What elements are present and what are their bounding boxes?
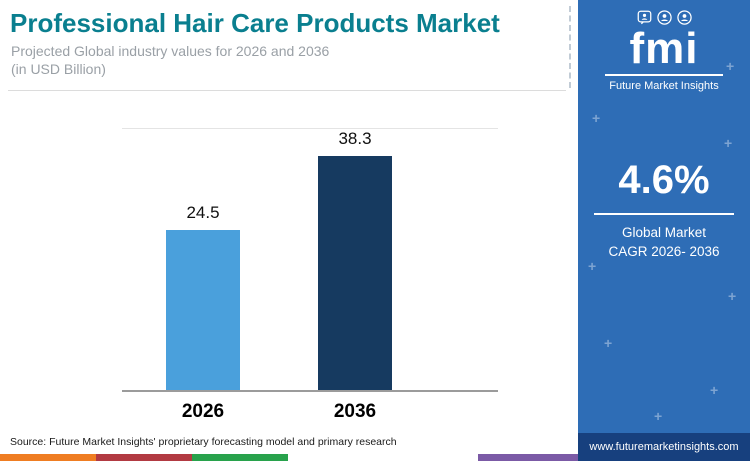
bar-value-label-2036: 38.3 <box>338 129 372 148</box>
logo-underline <box>605 74 723 76</box>
person-circle-icon-2 <box>676 10 692 25</box>
bar-chart: 24.5 38.3 <box>122 128 498 392</box>
fmi-logo-text: fmi <box>629 24 699 73</box>
bar-group-2036: 38.3 <box>318 129 392 390</box>
stripe-orange <box>0 454 96 461</box>
x-axis-label-2036: 2036 <box>333 401 377 422</box>
stripe-green <box>192 454 288 461</box>
bar-2026 <box>166 230 240 390</box>
subtitle-line-1: Projected Global industry values for 202… <box>11 43 330 59</box>
x-axis-label-2026: 2026 <box>181 401 225 422</box>
logo-caption: Future Market Insights <box>609 80 719 92</box>
chat-person-icon <box>637 10 652 25</box>
header-divider <box>8 90 566 91</box>
header-dashed-separator <box>569 6 571 88</box>
source-note: Source: Future Market Insights' propriet… <box>10 436 397 448</box>
stripe-blank <box>288 454 478 461</box>
website-url[interactable]: www.futuremarketinsights.com <box>589 441 739 453</box>
fmi-logo: fmi Future Market Insights <box>578 10 750 92</box>
cagr-label: Global Market CAGR 2026- 2036 <box>578 223 750 261</box>
bar-value-label-2026: 24.5 <box>186 203 220 223</box>
page-title: Professional Hair Care Products Market <box>10 8 500 38</box>
sidebar-footer: www.futuremarketinsights.com <box>578 433 750 461</box>
stripe-purple <box>478 454 578 461</box>
cagr-label-line-1: Global Market <box>621 225 707 240</box>
person-circle-icon <box>656 10 672 25</box>
cagr-divider <box>594 213 734 215</box>
brand-sidebar: + + + + + + + + <box>578 0 750 461</box>
cagr-label-line-2: CAGR 2026- 2036 <box>608 244 720 259</box>
bar-2036 <box>318 156 392 390</box>
brand-color-stripe <box>0 454 578 461</box>
subtitle-line-2: (in USD Billion) <box>11 61 106 77</box>
bar-group-2026: 24.5 <box>166 129 240 390</box>
cagr-value: 4.6% <box>618 158 710 202</box>
chart-subtitle: Projected Global industry values for 202… <box>11 42 329 78</box>
logo-icons <box>578 10 750 25</box>
stripe-red <box>96 454 192 461</box>
chart-panel: Professional Hair Care Products Market P… <box>0 6 578 461</box>
